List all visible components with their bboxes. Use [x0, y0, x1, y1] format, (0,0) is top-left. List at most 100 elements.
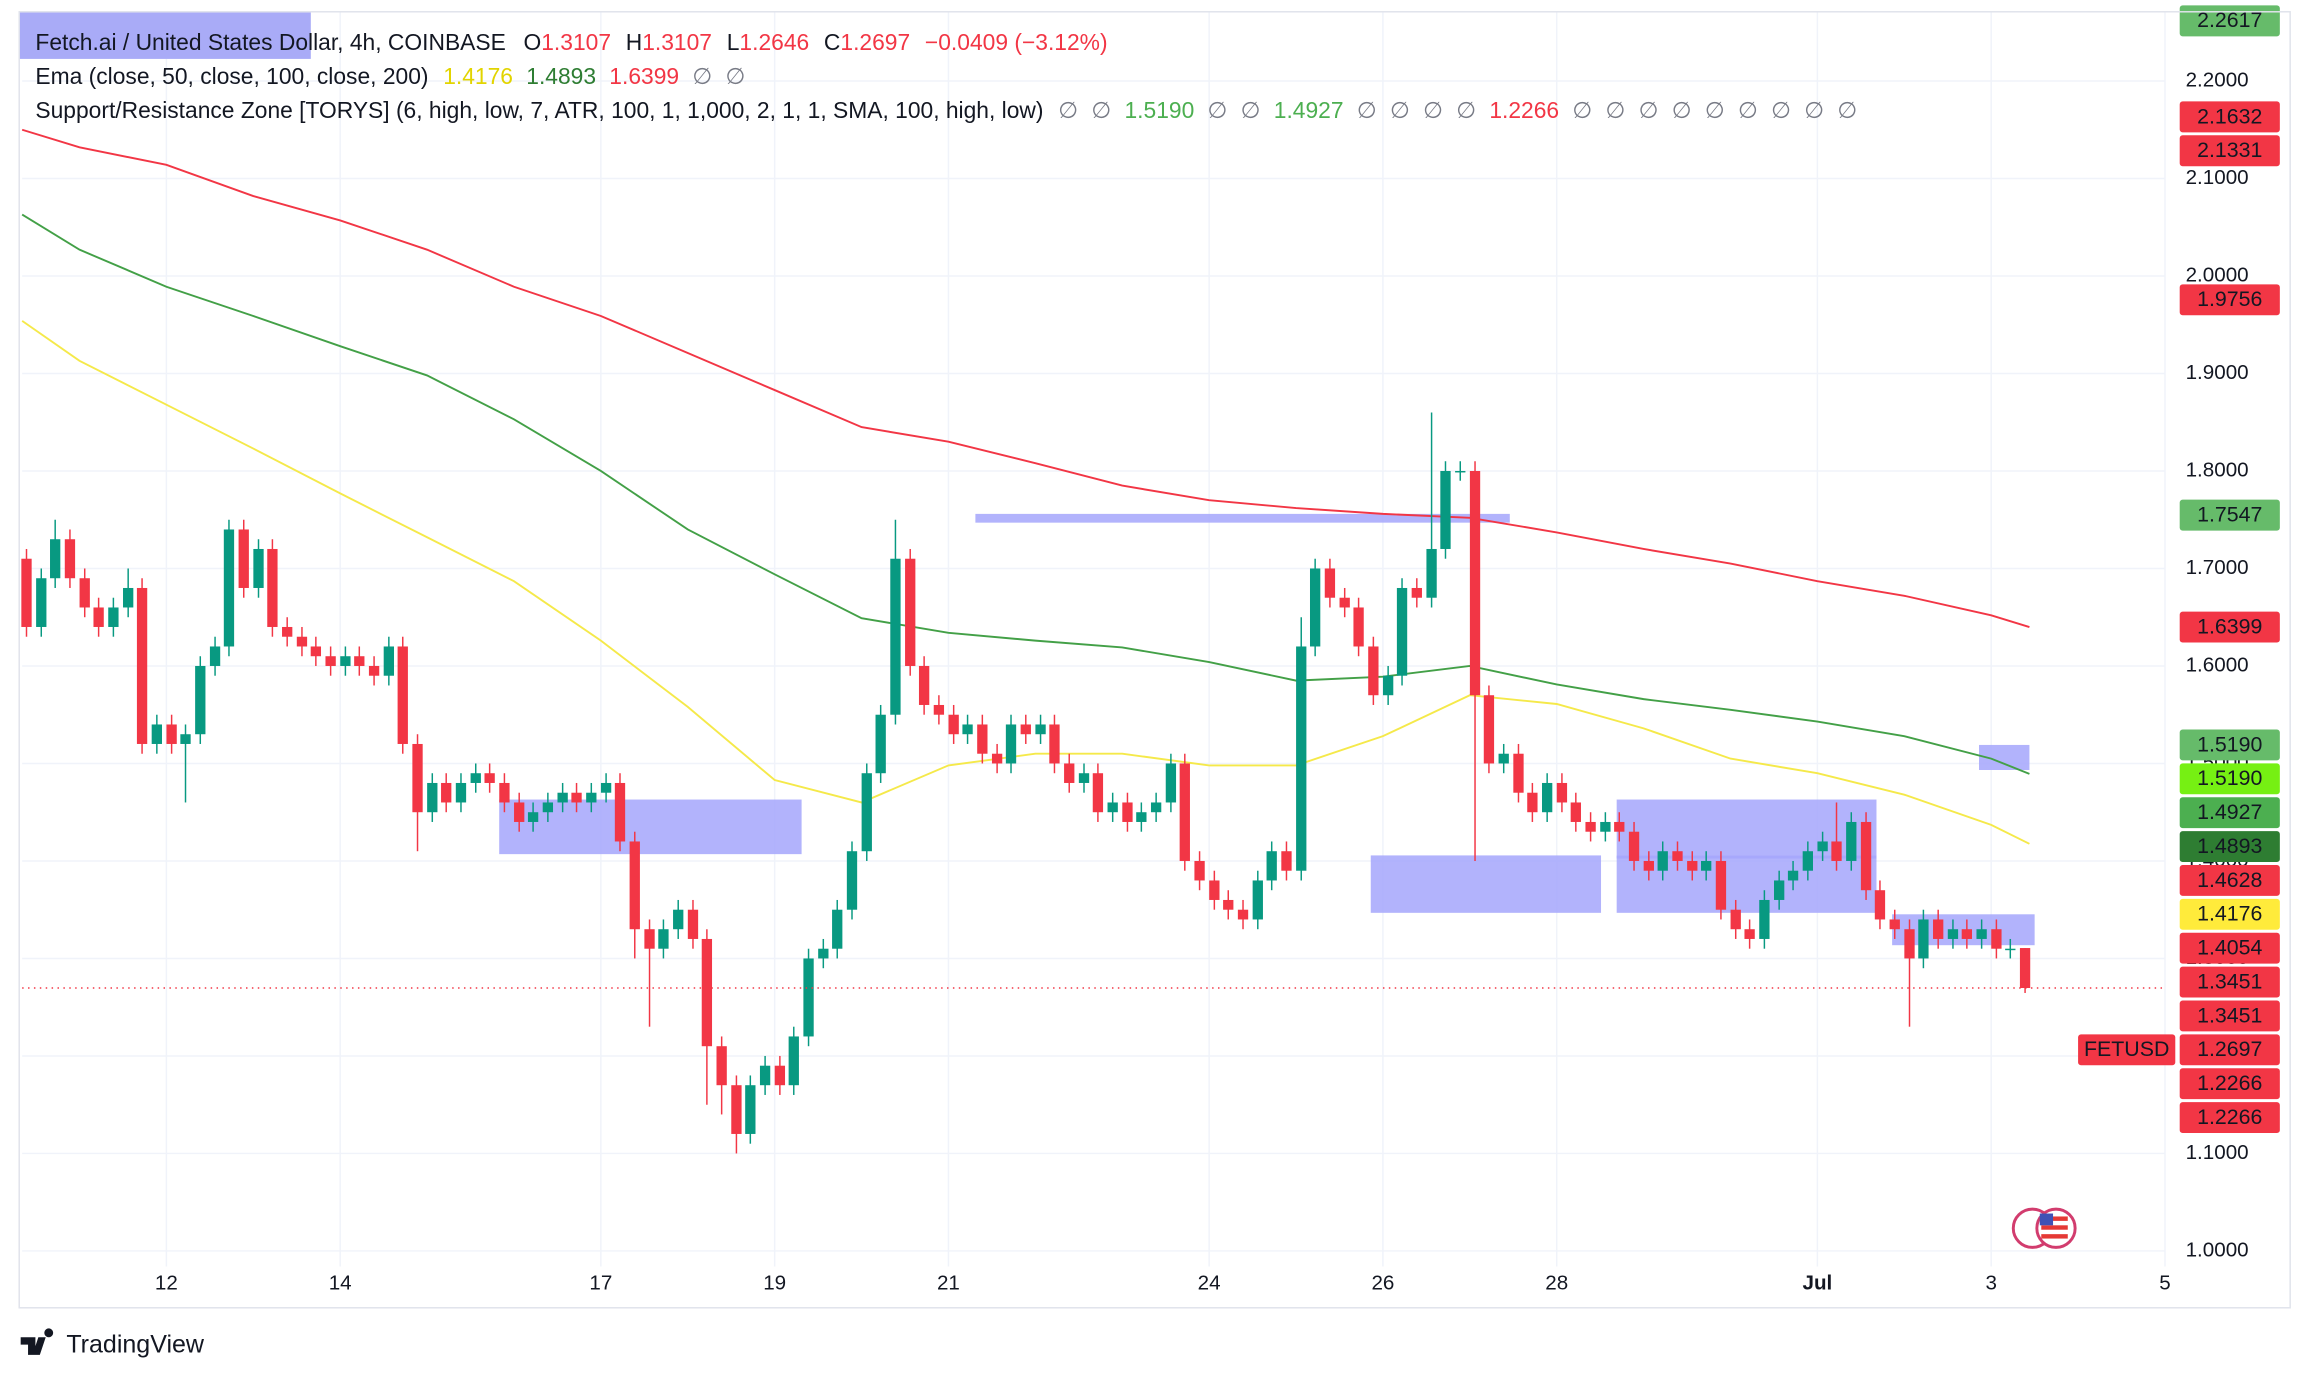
y-tick-label: 1.8000: [2186, 458, 2249, 481]
candle-body: [846, 851, 858, 910]
indicator-value: 1.2266: [1489, 97, 1559, 123]
indicator-value: ∅: [1208, 97, 1228, 123]
candle-body: [977, 724, 988, 754]
candle-body: [1802, 851, 1813, 871]
candle-body: [253, 548, 264, 588]
price-tag: [2179, 611, 2280, 643]
price-tag-label: 1.6399: [2197, 614, 2262, 638]
candle-body: [1976, 929, 1987, 939]
candle-body: [1107, 802, 1118, 813]
candle-body: [1817, 841, 1828, 852]
candle-body: [1498, 753, 1509, 764]
legend-indicator-line: Ema (close, 50, close, 100, close, 200) 1…: [35, 63, 745, 89]
candle-body: [383, 646, 395, 676]
price-tag: [2179, 797, 2280, 829]
candle-body: [1846, 821, 1857, 861]
candle-body: [1469, 470, 1481, 696]
indicator-value: 1.4927: [1274, 97, 1344, 123]
ohlc-value: 1.3107: [642, 29, 712, 55]
candle-body: [716, 1046, 727, 1086]
indicator-value: ∅: [1423, 97, 1443, 123]
candle-body: [731, 1085, 742, 1134]
zones: [499, 513, 2035, 946]
price-tag-label: 1.2697: [2197, 1037, 2262, 1061]
candle-body: [1092, 773, 1104, 813]
candle-body: [774, 1065, 786, 1086]
candle-body: [803, 958, 814, 1037]
footer-brand: TradingView: [66, 1331, 205, 1359]
sr-zone: [1616, 855, 1877, 859]
indicator-value: ∅: [1606, 97, 1626, 123]
candle-body: [1209, 880, 1220, 900]
candle-body: [832, 909, 843, 949]
candle-body: [1874, 890, 1886, 920]
candle-body: [1513, 753, 1524, 793]
x-tick-label: 12: [155, 1272, 178, 1295]
price-tag-label: 1.3451: [2197, 969, 2262, 993]
candle-body: [701, 938, 713, 1047]
candle-body: [1324, 568, 1336, 598]
candle-body: [50, 539, 61, 579]
candle-body: [151, 724, 162, 744]
candle-body: [586, 792, 597, 803]
grid: [22, 11, 2166, 1267]
candle-body: [166, 724, 177, 744]
candle-body: [1165, 763, 1177, 803]
candle-body: [455, 782, 467, 803]
indicator-value: ∅: [1091, 97, 1111, 123]
candle-body: [412, 743, 423, 813]
price-tag-label: 1.3451: [2197, 1003, 2262, 1027]
candle-body: [1744, 929, 1755, 939]
candle-body: [267, 548, 278, 627]
candle-body: [514, 802, 525, 822]
ohlc-key: C: [824, 29, 840, 55]
candle-body: [1223, 899, 1234, 910]
candle-body: [918, 665, 930, 705]
ema-line: [21, 213, 2030, 775]
candle-body: [340, 656, 351, 666]
candle-body: [1556, 782, 1568, 803]
candle-body: [1353, 607, 1364, 647]
indicator-value: ∅: [1456, 97, 1476, 123]
legend-highlight: [19, 11, 311, 59]
indicator-value: ∅: [1771, 97, 1791, 123]
indicator-name: Ema (close, 50, close, 100, close, 200): [35, 63, 428, 89]
candle-body: [1831, 841, 1842, 861]
candle-body: [108, 607, 119, 627]
candle-body: [209, 646, 221, 666]
candle-body: [1064, 763, 1075, 783]
indicator-value: ∅: [1738, 97, 1758, 123]
price-tag: [2179, 5, 2280, 37]
price-tag: [2179, 499, 2280, 531]
candle-body: [1991, 929, 2002, 949]
candle-body: [1237, 909, 1249, 920]
candle-body: [93, 607, 104, 627]
candle-body: [1715, 860, 1727, 910]
ohlc-key: O: [523, 29, 541, 55]
y-tick-label: 1.6000: [2186, 653, 2249, 676]
candle-body: [1194, 860, 1205, 881]
candle-body: [1281, 851, 1292, 871]
candle-body: [527, 812, 539, 822]
candle-body: [296, 636, 308, 647]
ema-line: [21, 128, 2030, 628]
price-tag: [2179, 101, 2280, 133]
candle-body: [1266, 851, 1277, 881]
indicator-value: ∅: [1390, 97, 1410, 123]
candle-body: [499, 782, 510, 803]
candle-body: [1426, 548, 1437, 598]
indicator-value: ∅: [1058, 97, 1078, 123]
candle-body: [1049, 724, 1060, 764]
x-tick-label: 24: [1198, 1272, 1221, 1295]
x-tick-label: 19: [763, 1272, 786, 1295]
candle-body: [1527, 792, 1538, 813]
candle-body: [1368, 646, 1379, 696]
legend-indicator-line: Support/Resistance Zone [TORYS] (6, high…: [35, 97, 1857, 123]
candle-body: [1947, 929, 1959, 939]
candle-body: [600, 782, 612, 793]
candle-body: [1570, 802, 1581, 822]
candle-body: [1643, 860, 1654, 871]
x-tick-label: 21: [937, 1272, 960, 1295]
frame: [18, 11, 2291, 1309]
price-tag: [2179, 1034, 2280, 1066]
